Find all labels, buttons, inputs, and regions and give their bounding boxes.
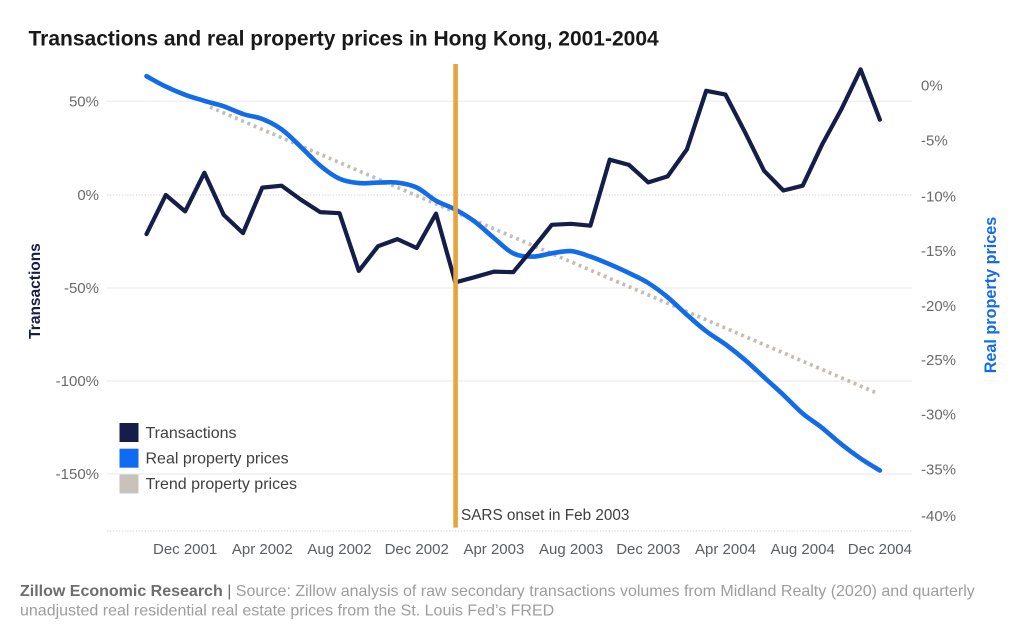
svg-text:-5%: -5% [921, 132, 948, 149]
svg-text:unadjusted real residential re: unadjusted real residential real estate … [20, 602, 554, 619]
svg-text:-10%: -10% [921, 188, 956, 205]
svg-text:Dec 2004: Dec 2004 [848, 541, 912, 558]
svg-text:-100%: -100% [56, 373, 99, 390]
svg-text:-35%: -35% [921, 462, 956, 479]
svg-text:Dec 2002: Dec 2002 [385, 541, 449, 558]
svg-text:0%: 0% [77, 187, 99, 204]
svg-text:50%: 50% [69, 94, 99, 111]
svg-text:Transactions: Transactions [27, 243, 44, 339]
svg-text:Transactions: Transactions [146, 425, 237, 442]
svg-text:-40%: -40% [921, 508, 956, 525]
svg-text:Dec 2003: Dec 2003 [616, 541, 680, 558]
svg-text:Apr 2003: Apr 2003 [463, 541, 524, 558]
svg-text:-15%: -15% [921, 243, 956, 260]
svg-text:Real property prices: Real property prices [982, 217, 1000, 374]
svg-text:SARS onset in Feb 2003: SARS onset in Feb 2003 [461, 507, 629, 524]
svg-text:Apr 2002: Apr 2002 [232, 541, 293, 558]
svg-text:Aug 2004: Aug 2004 [771, 541, 835, 558]
svg-text:-25%: -25% [921, 352, 956, 369]
svg-text:Dec 2001: Dec 2001 [153, 541, 217, 558]
svg-text:Trend property prices: Trend property prices [146, 476, 297, 493]
svg-text:-150%: -150% [56, 466, 99, 483]
svg-text:Transactions and real property: Transactions and real property prices in… [29, 28, 660, 51]
svg-text:-20%: -20% [921, 298, 956, 315]
svg-text:Zillow Economic Research | Sou: Zillow Economic Research | Source: Zillo… [20, 583, 975, 600]
svg-text:Aug 2002: Aug 2002 [307, 541, 371, 558]
svg-text:-30%: -30% [921, 407, 956, 424]
svg-text:-50%: -50% [64, 280, 99, 297]
svg-text:0%: 0% [921, 78, 943, 95]
svg-text:Real property prices: Real property prices [146, 451, 289, 468]
svg-text:Aug 2003: Aug 2003 [539, 541, 603, 558]
svg-text:Apr 2004: Apr 2004 [695, 541, 756, 558]
